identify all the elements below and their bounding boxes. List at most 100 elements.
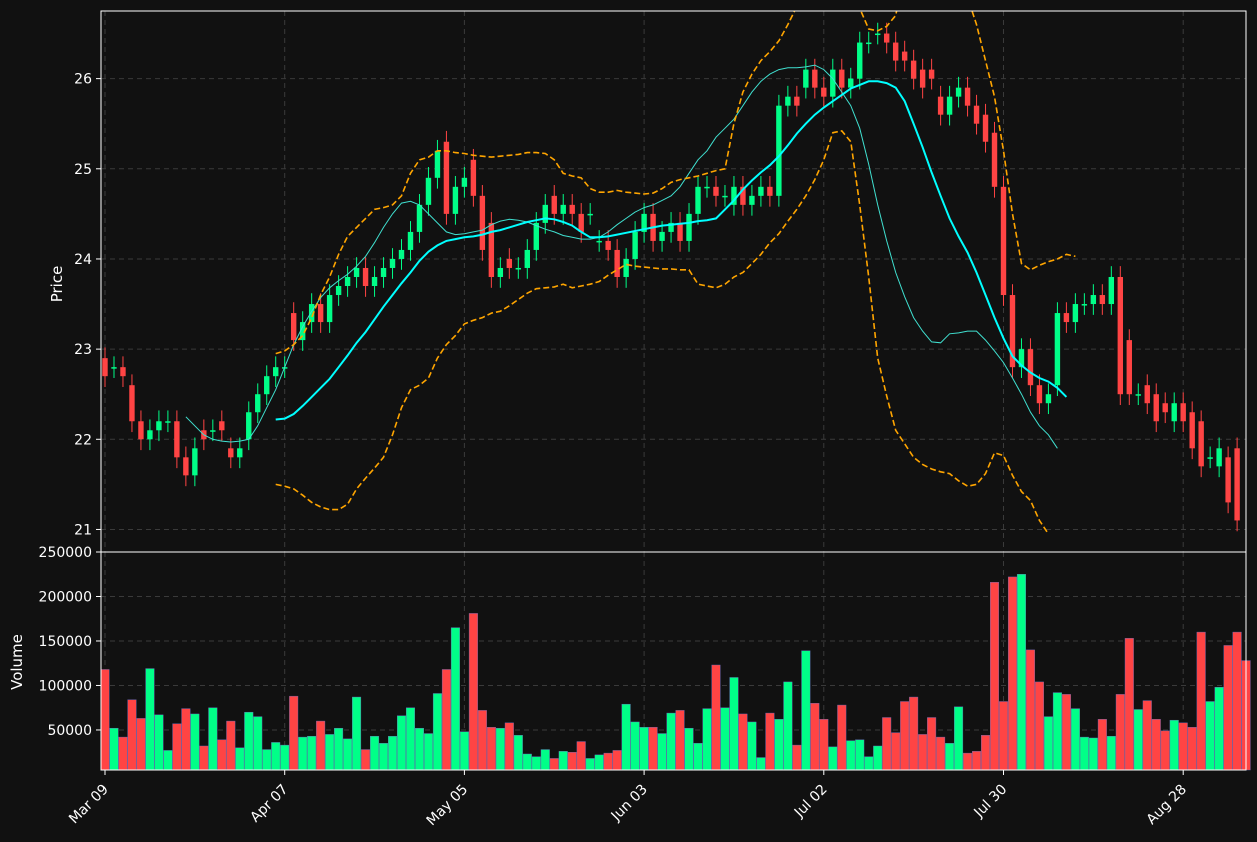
candles-layer (102, 22, 1240, 532)
volume-bar (774, 719, 784, 771)
volume-bar (549, 758, 559, 771)
volume-bar (666, 712, 676, 771)
candle-body (506, 258, 513, 268)
candle-body (317, 304, 324, 323)
price-tick-label: 23 (74, 342, 92, 358)
candle-body (479, 195, 486, 250)
volume-bar (963, 752, 973, 771)
volume-bar (603, 752, 613, 771)
candle-body (1027, 349, 1034, 386)
candle-body (237, 448, 243, 458)
volume-bar (567, 752, 577, 771)
candle-body (758, 186, 764, 196)
candle-body (551, 195, 557, 214)
price-tick-label: 24 (74, 252, 92, 268)
volume-bar (513, 735, 523, 771)
volume-bar (702, 708, 712, 771)
volume-bar (1043, 716, 1053, 771)
candle-body (389, 258, 396, 268)
volume-bar (118, 736, 128, 771)
candle-body (452, 186, 459, 214)
candle-body (623, 258, 629, 277)
candle-body (1036, 385, 1043, 404)
candle-body (1000, 186, 1007, 296)
volume-bar (432, 693, 442, 771)
candle-body (228, 448, 234, 458)
candle-body (731, 186, 737, 205)
candle-body (407, 231, 414, 250)
candle-body (875, 33, 881, 36)
candle-body (605, 240, 611, 250)
candle-body (955, 87, 962, 97)
candle-body (1126, 340, 1132, 395)
candle-body (937, 96, 944, 115)
volume-bar (990, 582, 1000, 771)
volume-bar (1169, 719, 1179, 771)
volume-tick-label: 250000 (39, 545, 92, 561)
candle-body (641, 213, 647, 232)
candle-body (290, 313, 297, 341)
candle-body (901, 51, 908, 61)
volume-bar (199, 745, 209, 771)
volume-bar (873, 745, 883, 771)
volume-bar (720, 707, 730, 771)
candle-body (614, 249, 620, 277)
candle-body (668, 222, 674, 232)
candle-body (767, 186, 773, 196)
volume-bar (756, 757, 766, 771)
volume-bar (837, 704, 847, 771)
candle-body (1180, 403, 1186, 422)
candle-body (156, 421, 162, 431)
candle-body (1099, 295, 1106, 305)
candle-body (299, 322, 306, 341)
volume-bar (981, 735, 991, 771)
candle-body (308, 304, 315, 323)
candle-body (1216, 448, 1222, 467)
volume-bar (1160, 730, 1170, 771)
volume-bar (109, 727, 119, 771)
volume-bar (1115, 694, 1125, 771)
volume-bar (801, 650, 811, 771)
volume-bar (226, 720, 236, 771)
volume-bar (792, 744, 802, 771)
candle-body (111, 367, 117, 369)
candle-body (497, 267, 504, 277)
volume-panel-frame (100, 551, 1247, 771)
volume-bar (909, 696, 919, 771)
sma-short-line (185, 64, 1058, 449)
volume-bar (486, 727, 496, 771)
candle-body (1108, 276, 1115, 305)
volume-bar (1187, 727, 1197, 771)
volume-bar (370, 735, 380, 771)
volume-bar (244, 711, 254, 771)
candle-body (1117, 276, 1124, 395)
volume-bar (423, 733, 433, 771)
candle-body (416, 204, 423, 232)
volume-bar (810, 703, 820, 771)
volume-bar (343, 738, 353, 771)
volume-bar (675, 710, 685, 771)
candle-body (524, 249, 530, 268)
candle-body (1189, 412, 1195, 449)
candle-body (443, 141, 450, 214)
volume-bar (495, 727, 505, 771)
volume-bar (1214, 687, 1224, 771)
volume-bar (729, 677, 739, 771)
volume-bar (352, 696, 362, 771)
candle-body (704, 186, 710, 189)
volume-bar (298, 736, 308, 771)
candle-body (695, 186, 701, 214)
candle-body (174, 421, 180, 458)
volume-bar (630, 721, 640, 771)
volume-bar (558, 751, 568, 771)
candle-body (821, 87, 827, 97)
volume-bar (891, 732, 901, 771)
candle-body (470, 159, 477, 196)
volume-bar (954, 706, 964, 771)
candle-body (461, 177, 468, 187)
volume-bar (711, 664, 721, 771)
candle-body (982, 114, 989, 142)
volume-bar (1070, 708, 1080, 771)
volume-bar (217, 739, 227, 771)
volume-bar (1133, 709, 1143, 771)
